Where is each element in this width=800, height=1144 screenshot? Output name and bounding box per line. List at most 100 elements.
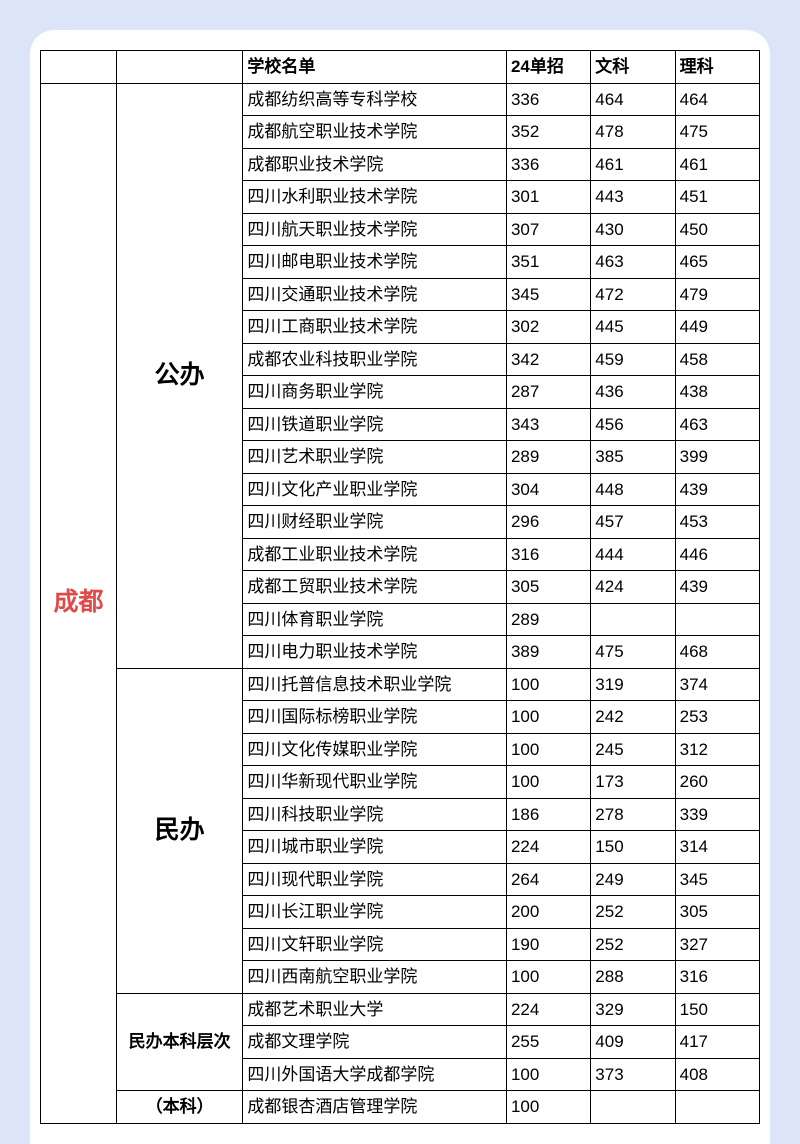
score-wenke: 430 bbox=[591, 213, 675, 246]
score-single: 186 bbox=[506, 798, 590, 831]
score-single: 305 bbox=[506, 571, 590, 604]
score-like: 439 bbox=[675, 473, 759, 506]
header-blank2 bbox=[116, 51, 243, 84]
school-name: 四川托普信息技术职业学院 bbox=[243, 668, 507, 701]
score-like: 260 bbox=[675, 766, 759, 799]
score-single: 287 bbox=[506, 376, 590, 409]
score-wenke: 459 bbox=[591, 343, 675, 376]
school-name: 成都银杏酒店管理学院 bbox=[243, 1091, 507, 1124]
header-like: 理科 bbox=[675, 51, 759, 84]
score-wenke: 463 bbox=[591, 246, 675, 279]
score-wenke: 373 bbox=[591, 1058, 675, 1091]
school-name: 四川航天职业技术学院 bbox=[243, 213, 507, 246]
school-name: 四川文化传媒职业学院 bbox=[243, 733, 507, 766]
score-like: 451 bbox=[675, 181, 759, 214]
score-wenke: 436 bbox=[591, 376, 675, 409]
header-blank1 bbox=[41, 51, 117, 84]
score-like: 450 bbox=[675, 213, 759, 246]
score-like: 463 bbox=[675, 408, 759, 441]
score-like: 468 bbox=[675, 636, 759, 669]
school-name: 四川水利职业技术学院 bbox=[243, 181, 507, 214]
score-single: 100 bbox=[506, 1091, 590, 1124]
score-single: 255 bbox=[506, 1026, 590, 1059]
header-school: 学校名单 bbox=[243, 51, 507, 84]
score-single: 190 bbox=[506, 928, 590, 961]
score-like: 374 bbox=[675, 668, 759, 701]
category-cell: 民办本科层次 bbox=[116, 993, 243, 1091]
score-wenke: 329 bbox=[591, 993, 675, 1026]
score-like: 312 bbox=[675, 733, 759, 766]
school-name: 成都艺术职业大学 bbox=[243, 993, 507, 1026]
score-like: 446 bbox=[675, 538, 759, 571]
score-like: 314 bbox=[675, 831, 759, 864]
header-wenke: 文科 bbox=[591, 51, 675, 84]
score-single: 100 bbox=[506, 733, 590, 766]
score-like: 475 bbox=[675, 116, 759, 149]
score-wenke bbox=[591, 603, 675, 636]
score-wenke: 278 bbox=[591, 798, 675, 831]
school-name: 成都职业技术学院 bbox=[243, 148, 507, 181]
school-name: 四川电力职业技术学院 bbox=[243, 636, 507, 669]
category-cell: 民办 bbox=[116, 668, 243, 993]
school-name: 四川财经职业学院 bbox=[243, 506, 507, 539]
school-name: 四川体育职业学院 bbox=[243, 603, 507, 636]
score-single: 296 bbox=[506, 506, 590, 539]
school-name: 四川城市职业学院 bbox=[243, 831, 507, 864]
school-name: 成都航空职业技术学院 bbox=[243, 116, 507, 149]
score-wenke: 252 bbox=[591, 928, 675, 961]
score-single: 352 bbox=[506, 116, 590, 149]
score-like: 458 bbox=[675, 343, 759, 376]
school-name: 成都农业科技职业学院 bbox=[243, 343, 507, 376]
score-like: 479 bbox=[675, 278, 759, 311]
score-single: 307 bbox=[506, 213, 590, 246]
school-name: 四川科技职业学院 bbox=[243, 798, 507, 831]
school-name: 四川文轩职业学院 bbox=[243, 928, 507, 961]
score-like: 399 bbox=[675, 441, 759, 474]
table-row: 成都公办成都纺织高等专科学校336464464 bbox=[41, 83, 760, 116]
score-single: 289 bbox=[506, 603, 590, 636]
score-single: 224 bbox=[506, 993, 590, 1026]
score-single: 264 bbox=[506, 863, 590, 896]
category-cell: （本科） bbox=[116, 1091, 243, 1124]
school-name: 成都工贸职业技术学院 bbox=[243, 571, 507, 604]
score-single: 351 bbox=[506, 246, 590, 279]
score-wenke: 443 bbox=[591, 181, 675, 214]
score-wenke: 424 bbox=[591, 571, 675, 604]
score-wenke: 385 bbox=[591, 441, 675, 474]
score-like: 453 bbox=[675, 506, 759, 539]
score-single: 304 bbox=[506, 473, 590, 506]
score-like: 464 bbox=[675, 83, 759, 116]
score-single: 336 bbox=[506, 148, 590, 181]
score-single: 100 bbox=[506, 1058, 590, 1091]
table-row: 民办四川托普信息技术职业学院100319374 bbox=[41, 668, 760, 701]
school-name: 四川长江职业学院 bbox=[243, 896, 507, 929]
score-wenke: 245 bbox=[591, 733, 675, 766]
score-wenke: 475 bbox=[591, 636, 675, 669]
score-wenke: 472 bbox=[591, 278, 675, 311]
score-like: 316 bbox=[675, 961, 759, 994]
score-wenke: 288 bbox=[591, 961, 675, 994]
score-table: 学校名单24单招文科理科成都公办成都纺织高等专科学校336464464成都航空职… bbox=[40, 50, 760, 1124]
header-row: 学校名单24单招文科理科 bbox=[41, 51, 760, 84]
score-wenke: 444 bbox=[591, 538, 675, 571]
score-wenke: 456 bbox=[591, 408, 675, 441]
score-wenke: 150 bbox=[591, 831, 675, 864]
score-like: 339 bbox=[675, 798, 759, 831]
score-like: 408 bbox=[675, 1058, 759, 1091]
score-like: 345 bbox=[675, 863, 759, 896]
school-name: 四川交通职业技术学院 bbox=[243, 278, 507, 311]
score-single: 200 bbox=[506, 896, 590, 929]
score-single: 389 bbox=[506, 636, 590, 669]
school-name: 成都文理学院 bbox=[243, 1026, 507, 1059]
header-single: 24单招 bbox=[506, 51, 590, 84]
card: 学校名单24单招文科理科成都公办成都纺织高等专科学校336464464成都航空职… bbox=[30, 30, 770, 1144]
score-like: 439 bbox=[675, 571, 759, 604]
score-like: 417 bbox=[675, 1026, 759, 1059]
score-like: 449 bbox=[675, 311, 759, 344]
school-name: 四川外国语大学成都学院 bbox=[243, 1058, 507, 1091]
score-single: 345 bbox=[506, 278, 590, 311]
category-cell: 公办 bbox=[116, 83, 243, 668]
score-single: 343 bbox=[506, 408, 590, 441]
school-name: 成都工业职业技术学院 bbox=[243, 538, 507, 571]
score-wenke: 249 bbox=[591, 863, 675, 896]
